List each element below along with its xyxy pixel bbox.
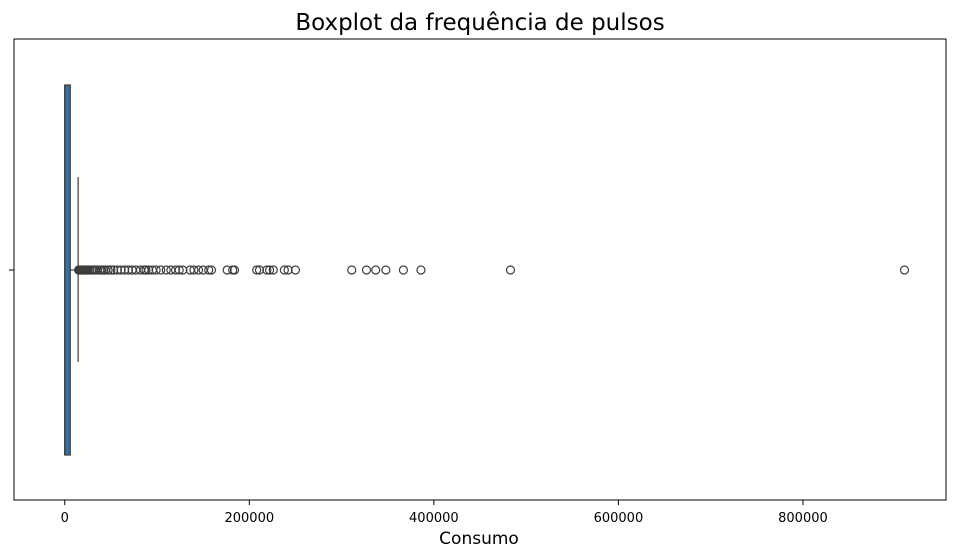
outlier-point: [371, 265, 381, 275]
outlier-point: [156, 265, 166, 275]
outlier-point: [416, 265, 426, 275]
outlier-point: [109, 265, 119, 275]
outlier-point: [174, 265, 184, 275]
outlier-point: [899, 265, 910, 275]
outlier-point: [166, 265, 176, 275]
outlier-point: [279, 265, 289, 275]
outlier-point: [229, 265, 240, 275]
x-tick-label: 400000: [409, 511, 459, 526]
outlier-point: [193, 265, 204, 275]
outlier-point: [252, 265, 262, 275]
outlier-point: [189, 265, 199, 275]
outlier-point: [170, 265, 181, 275]
outlier-point: [254, 265, 265, 275]
outlier-point: [361, 265, 372, 275]
x-axis-label: Consumo: [439, 529, 519, 549]
outlier-point: [116, 265, 126, 275]
outlier-point: [222, 265, 232, 275]
x-axis: 0 200000 400000 600000 800000: [61, 500, 828, 526]
x-tick-label: 800000: [778, 511, 828, 526]
outlier-point: [178, 265, 188, 275]
outlier-point: [398, 265, 409, 275]
plot-frame: [13, 38, 947, 501]
outlier-point: [262, 265, 272, 275]
x-tick-label: 600000: [594, 511, 644, 526]
plot-area: [64, 84, 910, 456]
outlier-point: [381, 265, 391, 275]
outlier-point: [112, 265, 122, 275]
outlier-point: [141, 265, 151, 275]
x-tick-label: 200000: [224, 511, 274, 526]
outlier-point: [206, 265, 217, 275]
outlier-point: [268, 265, 278, 275]
chart-title: Boxplot da frequência de pulsos: [295, 10, 664, 36]
x-tick-label: 0: [61, 511, 69, 526]
outlier-point: [505, 265, 516, 275]
outlier-point: [204, 265, 214, 275]
outlier-point: [106, 265, 116, 275]
outlier-point: [290, 265, 301, 275]
outlier-point: [228, 265, 238, 275]
outlier-point: [161, 265, 171, 275]
outlier-point: [120, 265, 130, 275]
outlier-point: [283, 265, 293, 275]
box: [64, 84, 71, 456]
outlier-point: [151, 265, 161, 275]
outlier-point: [144, 265, 154, 275]
outlier-point: [103, 265, 113, 275]
outlier-point: [265, 265, 275, 275]
outlier-point: [347, 265, 357, 275]
outlier-point: [123, 265, 134, 275]
